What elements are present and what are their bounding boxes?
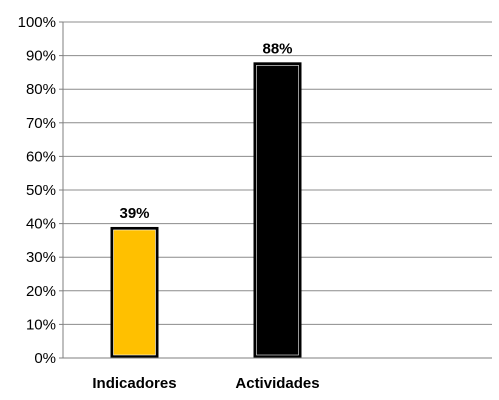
bar-indicadores	[113, 229, 156, 356]
y-tick-label-20: 20%	[26, 283, 56, 300]
y-tick-label-60: 60%	[26, 148, 56, 165]
data-label-indicadores: 39%	[119, 205, 149, 222]
y-tick-label-10: 10%	[26, 316, 56, 333]
y-tick-label-80: 80%	[26, 81, 56, 98]
category-label-indicadores: Indicadores	[92, 375, 176, 392]
category-label-actividades: Actividades	[235, 375, 319, 392]
bar-actividades	[256, 65, 299, 356]
data-label-actividades: 88%	[262, 40, 292, 57]
y-tick-label-70: 70%	[26, 115, 56, 132]
y-tick-label-30: 30%	[26, 249, 56, 266]
data-labels: 39% 88%	[119, 40, 292, 222]
y-tick-label-90: 90%	[26, 48, 56, 65]
y-axis-tick-labels: 0% 10% 20% 30% 40% 50% 60% 70% 80% 90% 100%	[18, 14, 56, 367]
y-tick-label-40: 40%	[26, 216, 56, 233]
axes	[59, 21, 492, 359]
bars	[110, 62, 302, 358]
category-labels: Indicadores Actividades	[92, 375, 319, 392]
y-tick-label-100: 100%	[18, 14, 56, 31]
y-tick-label-50: 50%	[26, 182, 56, 199]
y-tick-label-0: 0%	[34, 350, 56, 367]
